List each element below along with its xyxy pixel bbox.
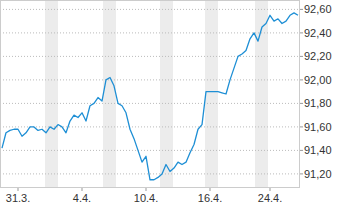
band bbox=[160, 0, 173, 188]
band bbox=[103, 0, 116, 188]
x-tick-label: 31.3. bbox=[6, 192, 30, 204]
tick bbox=[300, 126, 303, 127]
tick bbox=[300, 103, 303, 104]
grid-line bbox=[0, 150, 300, 151]
grid-line bbox=[0, 32, 300, 33]
plot-frame bbox=[1, 1, 300, 188]
tick bbox=[300, 32, 303, 33]
grid-line bbox=[0, 126, 300, 127]
tick bbox=[82, 188, 83, 191]
band bbox=[45, 0, 58, 188]
tick bbox=[210, 188, 211, 191]
grid-line bbox=[0, 103, 300, 104]
y-tick-label: 91,80 bbox=[304, 97, 332, 109]
y-tick-label: 92,60 bbox=[304, 3, 332, 15]
x-tick-label: 16.4. bbox=[198, 192, 222, 204]
tick bbox=[270, 188, 271, 191]
chart: 91,20 91,40 91,60 91,80 92,00 92,20 92,40 92,60… bbox=[0, 0, 341, 207]
grid-line bbox=[0, 9, 300, 10]
tick bbox=[18, 188, 19, 191]
y-tick-label: 91,40 bbox=[304, 144, 332, 156]
tick bbox=[300, 9, 303, 10]
tick bbox=[146, 188, 147, 191]
y-tick-label: 92,20 bbox=[304, 50, 332, 62]
y-tick-label: 91,20 bbox=[304, 168, 332, 180]
price-line bbox=[2, 13, 298, 180]
y-tick-label: 92,00 bbox=[304, 74, 332, 86]
x-tick-label: 4.4. bbox=[73, 192, 91, 204]
series-group bbox=[2, 13, 298, 180]
y-tick-label: 92,40 bbox=[304, 27, 332, 39]
x-tick-label: 24.4. bbox=[258, 192, 282, 204]
tick bbox=[300, 173, 303, 174]
grid-line bbox=[0, 173, 300, 174]
band bbox=[205, 0, 218, 188]
y-tick-label: 91,60 bbox=[304, 121, 332, 133]
tick bbox=[300, 79, 303, 80]
grid-line bbox=[0, 79, 300, 80]
tick bbox=[300, 56, 303, 57]
x-tick-label: 10.4. bbox=[134, 192, 158, 204]
grid-line bbox=[0, 56, 300, 57]
tick bbox=[300, 150, 303, 151]
